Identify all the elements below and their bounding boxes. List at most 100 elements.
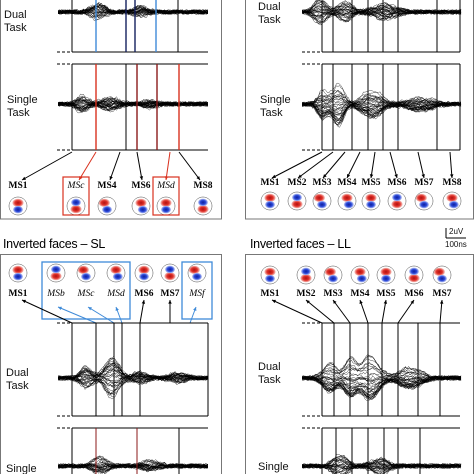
microstate-label: MS1 xyxy=(261,178,280,188)
arrow xyxy=(305,299,335,324)
microstate-label: MSd xyxy=(156,181,175,191)
topomap-positive xyxy=(264,193,276,202)
microstate-label: MS7 xyxy=(161,289,180,299)
arrowhead xyxy=(109,176,113,180)
scale-bar-amplitude: 2uV xyxy=(449,227,464,236)
microstate-map: MSc xyxy=(77,263,96,299)
arrow xyxy=(370,151,376,179)
panel-inverted-sl: Inverted faces – SL MS1 MSb MSc MSd MS6 MS7 MS… xyxy=(3,237,213,474)
erp-trace xyxy=(302,101,462,127)
row-label-single-line2: Task xyxy=(7,107,30,119)
topomap-positive xyxy=(341,193,353,202)
microstate-label: MS6 xyxy=(135,289,154,299)
microstate-label: MS2 xyxy=(297,289,316,299)
topomap-positive xyxy=(135,198,147,207)
erp-traces-dual xyxy=(58,2,208,22)
microstate-map: MS4 xyxy=(98,181,117,216)
topomap-positive xyxy=(110,265,122,274)
microstate-map: MS3 xyxy=(313,178,332,211)
topomap-positive xyxy=(77,265,89,274)
erp-trace xyxy=(58,101,208,107)
erp-trace xyxy=(302,95,462,106)
topomap-negative xyxy=(165,265,175,274)
erp-trace xyxy=(58,375,208,388)
topomap-negative xyxy=(381,274,391,283)
arrowhead xyxy=(22,176,26,180)
topomap-positive xyxy=(291,200,303,209)
erp-trace xyxy=(58,372,208,380)
microstate-map: MS5 xyxy=(362,178,381,211)
microstate-label: MS6 xyxy=(405,289,424,299)
topomap-negative xyxy=(81,272,91,281)
microstate-map: MS2 xyxy=(288,178,307,211)
arrowhead xyxy=(139,176,144,180)
arrowhead xyxy=(383,300,388,304)
topomap-positive xyxy=(380,267,392,276)
topomap-negative xyxy=(419,200,429,209)
topomap-negative xyxy=(192,272,202,281)
arrow xyxy=(57,306,97,324)
erp-trace xyxy=(58,101,208,112)
erp-trace xyxy=(58,101,208,108)
topomap-negative xyxy=(161,205,171,214)
erp-traces-dual xyxy=(58,356,208,400)
erp-trace xyxy=(302,463,462,474)
panel-upright-ll: Dual Task Single Task MS1 MS2 MS3 MS4 MS5 MS6… xyxy=(258,0,462,211)
topomap-negative xyxy=(301,267,311,276)
microstate-label: MS1 xyxy=(9,181,28,191)
topomap-negative xyxy=(71,198,81,207)
erp-trace xyxy=(58,101,208,111)
erp-trace xyxy=(58,463,208,470)
arrow xyxy=(449,151,453,179)
microstate-map: MS5 xyxy=(377,265,396,299)
erp-traces-single xyxy=(58,93,208,114)
microstate-label: MS3 xyxy=(324,289,343,299)
erp-trace xyxy=(58,9,208,18)
arrow xyxy=(178,151,201,181)
microstate-map: MS1 xyxy=(261,178,280,211)
topomap-positive xyxy=(300,274,312,283)
erp-trace xyxy=(58,9,208,21)
erp-trace xyxy=(58,457,208,469)
microstate-label: MS6 xyxy=(388,178,407,188)
arrowhead xyxy=(272,174,276,178)
erp-trace xyxy=(58,375,208,382)
topomap-negative xyxy=(265,274,275,283)
microstate-map: MSb xyxy=(46,263,66,299)
topomap-negative xyxy=(139,272,149,281)
highlight-box-red xyxy=(62,176,90,216)
topomap-positive xyxy=(98,198,110,207)
arrow xyxy=(78,151,97,181)
topomap-negative xyxy=(198,198,208,207)
arrow xyxy=(389,151,398,179)
arrow xyxy=(417,151,425,179)
topomap-positive xyxy=(70,205,82,214)
erp-traces-single xyxy=(58,455,208,474)
microstate-label: MS4 xyxy=(338,178,357,188)
microstate-map: MSf xyxy=(187,263,207,299)
erp-traces-single xyxy=(302,82,462,128)
erp-trace xyxy=(58,376,208,395)
row-label-dual-line1: Dual xyxy=(4,9,27,21)
microstate-map: MS1 xyxy=(261,265,280,299)
microstate-map: MS7 xyxy=(161,263,180,299)
topomap-negative xyxy=(137,205,148,214)
row-label-single-line1: Single xyxy=(6,463,37,474)
row-label-dual-line1: Dual xyxy=(258,361,281,373)
arrow xyxy=(332,299,351,324)
microstate-map: MS8 xyxy=(443,178,462,211)
erp-trace xyxy=(302,85,462,106)
erp-trace xyxy=(302,101,462,110)
erp-trace xyxy=(302,9,462,24)
microstate-map: MS6 xyxy=(132,181,151,216)
arrowhead xyxy=(439,300,444,304)
panel-upright-sl: Dual Task Single Task MS1 MSc MS4 MS6 MSd MS8 xyxy=(4,0,213,216)
topomap-negative xyxy=(112,272,123,281)
highlight-box-red xyxy=(152,176,180,216)
topomap-positive xyxy=(391,200,403,209)
topomap-positive xyxy=(164,272,176,281)
microstate-label: MSc xyxy=(67,181,86,191)
topomap-positive xyxy=(50,272,62,281)
arrow xyxy=(271,299,323,324)
